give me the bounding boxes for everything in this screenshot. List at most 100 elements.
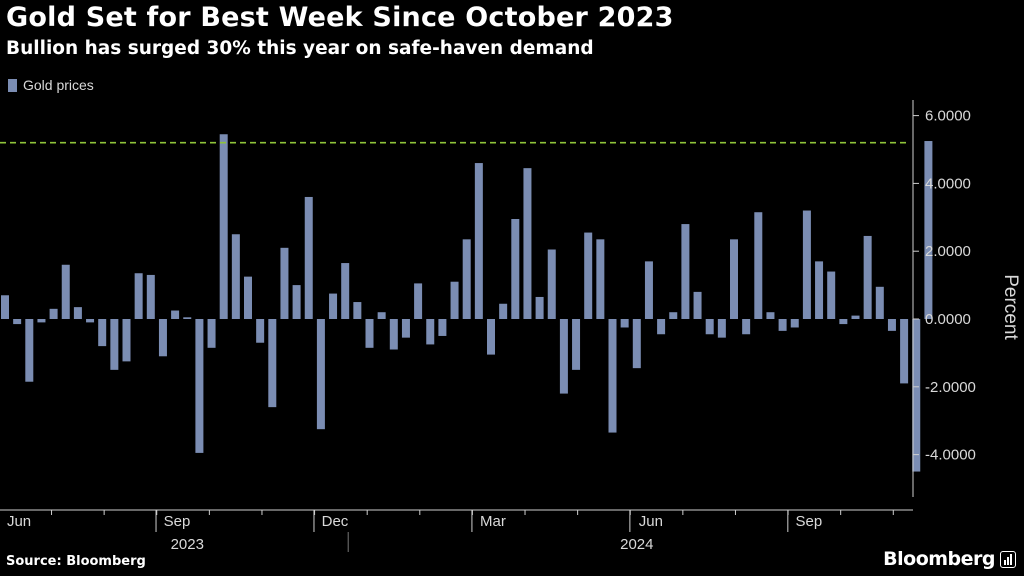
bar xyxy=(657,319,666,335)
bar xyxy=(887,319,896,331)
bar xyxy=(547,249,556,319)
source-note: Source: Bloomberg xyxy=(6,554,146,569)
y-tick-label: 6.0000 xyxy=(925,108,971,125)
bar xyxy=(596,239,605,319)
bar xyxy=(754,212,763,319)
y-tick-label: 0.0000 xyxy=(925,311,971,328)
bar xyxy=(632,319,641,369)
bar xyxy=(25,319,34,382)
bar xyxy=(572,319,581,370)
bar xyxy=(110,319,119,370)
bar xyxy=(912,319,921,472)
x-tick-label: Sep xyxy=(164,513,191,530)
bar xyxy=(900,319,909,384)
chart-title: Gold Set for Best Week Since October 202… xyxy=(6,2,674,33)
bar xyxy=(268,319,277,408)
bar xyxy=(49,308,58,319)
bar xyxy=(511,219,520,319)
bar xyxy=(329,293,338,319)
bar xyxy=(608,319,617,433)
y-tick-label: 4.0000 xyxy=(925,175,971,192)
y-tick-label: 2.0000 xyxy=(925,243,971,260)
bar xyxy=(487,319,495,355)
bar xyxy=(219,134,228,319)
bar xyxy=(499,303,508,319)
bar xyxy=(244,276,252,320)
terminal-icon xyxy=(1000,550,1016,568)
bar xyxy=(669,312,678,319)
bar xyxy=(316,319,325,430)
bar xyxy=(134,273,143,319)
bar xyxy=(717,319,726,338)
bar xyxy=(693,291,702,319)
bar xyxy=(462,239,471,319)
brand-logo: Bloomberg xyxy=(883,548,1016,570)
bar xyxy=(195,319,204,453)
x-year-label: 2023 xyxy=(171,536,204,553)
x-year-label: 2024 xyxy=(620,536,653,553)
bar xyxy=(1,295,9,319)
bar xyxy=(37,319,46,323)
bar xyxy=(450,281,459,319)
y-axis-label: Percent xyxy=(1000,274,1021,340)
bar xyxy=(86,319,95,323)
bar xyxy=(474,163,483,319)
bar xyxy=(353,302,362,319)
bar xyxy=(171,310,180,319)
bar xyxy=(790,319,799,328)
legend-swatch xyxy=(8,78,17,92)
x-tick-label: Mar xyxy=(480,513,506,530)
x-tick-label: Dec xyxy=(322,513,349,530)
bar xyxy=(207,319,216,348)
bar xyxy=(280,247,289,319)
bar xyxy=(341,263,350,319)
bar xyxy=(438,319,447,336)
bar xyxy=(122,319,131,362)
bar xyxy=(705,319,714,335)
chart-subtitle: Bullion has surged 30% this year on safe… xyxy=(6,38,594,59)
bar xyxy=(401,319,410,338)
x-tick-label: Jun xyxy=(7,513,31,530)
bar xyxy=(61,264,70,319)
bar xyxy=(183,317,192,319)
bar xyxy=(292,285,301,319)
bar xyxy=(146,274,155,319)
bar xyxy=(766,312,775,319)
bar xyxy=(815,261,824,319)
legend-label: Gold prices xyxy=(23,77,94,93)
bar xyxy=(681,224,690,319)
bar xyxy=(863,235,872,319)
bar xyxy=(742,319,751,335)
bar xyxy=(523,168,532,319)
bar xyxy=(924,141,933,319)
bar xyxy=(584,232,593,319)
bar xyxy=(827,271,836,319)
brand-name: Bloomberg xyxy=(883,548,995,570)
bar xyxy=(426,319,435,345)
legend: Gold prices xyxy=(8,77,94,93)
bar xyxy=(365,319,374,348)
bar xyxy=(377,312,386,319)
bar xyxy=(802,210,811,319)
bar xyxy=(620,319,629,328)
bar xyxy=(851,315,860,319)
y-tick-label: -4.0000 xyxy=(925,447,976,464)
bar xyxy=(256,319,265,343)
bar xyxy=(559,319,568,394)
bar xyxy=(73,307,82,319)
bar xyxy=(158,319,167,357)
bar xyxy=(644,261,653,319)
bar xyxy=(875,286,884,319)
bar xyxy=(13,319,22,325)
bar xyxy=(304,196,313,319)
bar xyxy=(414,283,423,319)
bar xyxy=(730,239,738,319)
x-tick-label: Sep xyxy=(795,513,822,530)
bar xyxy=(778,319,787,331)
bar xyxy=(98,319,107,347)
bar xyxy=(839,319,848,325)
y-tick-label: -2.0000 xyxy=(925,379,976,396)
bar xyxy=(231,234,240,319)
x-tick-label: Jun xyxy=(639,513,663,530)
